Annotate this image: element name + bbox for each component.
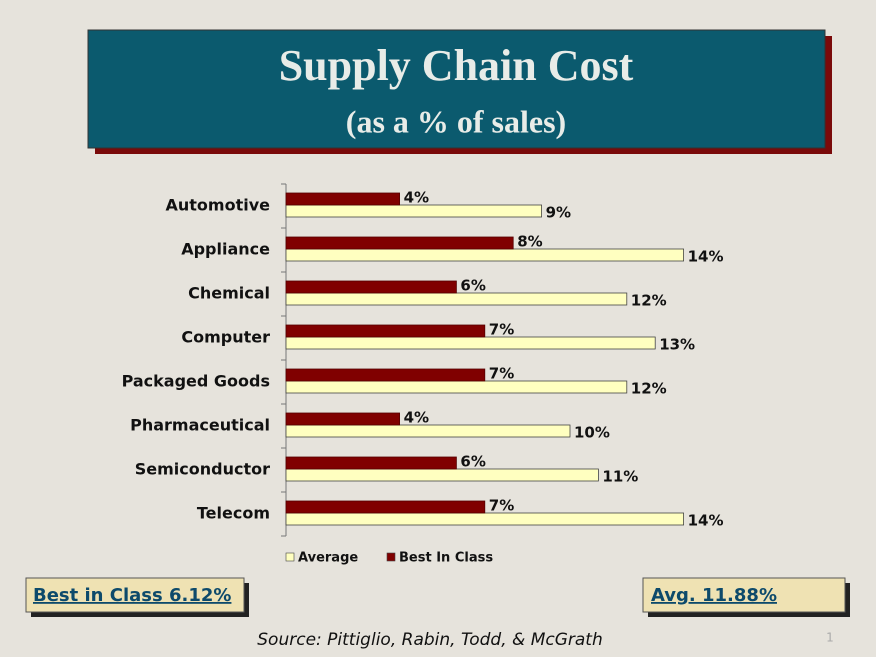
value-label: 14% [688, 248, 724, 266]
value-label: 11% [602, 468, 638, 486]
value-label: 12% [631, 292, 667, 310]
bar [285, 236, 514, 250]
legend-label: Best In Class [399, 551, 493, 566]
category-label: Automotive [166, 196, 271, 215]
bar [285, 292, 628, 306]
value-label: 7% [489, 497, 514, 515]
category-label: Packaged Goods [122, 372, 270, 391]
legend-label: Average [298, 551, 358, 566]
value-label: 10% [574, 424, 610, 442]
bar [285, 468, 599, 482]
bar [285, 324, 486, 338]
category-label: Computer [181, 328, 270, 347]
chart-title: Supply Chain Cost [279, 41, 634, 90]
category-label: Telecom [197, 504, 270, 523]
category-label: Pharmaceutical [130, 416, 270, 435]
source: Source: Pittiglio, Rabin, Todd, & McGrat… [257, 630, 602, 650]
legend-swatch [285, 552, 295, 562]
value-label: 12% [631, 380, 667, 398]
bar [285, 192, 400, 206]
legend-swatch [386, 552, 396, 562]
bar [285, 512, 685, 526]
bar [285, 280, 457, 294]
value-label: 8% [517, 233, 542, 251]
note-box [25, 577, 245, 613]
category-label: Chemical [188, 284, 270, 303]
category-label: Appliance [181, 240, 270, 259]
value-label: 4% [404, 409, 429, 427]
value-label: 6% [460, 453, 485, 471]
bar [285, 204, 543, 218]
bar [285, 368, 486, 382]
value-label: 7% [489, 365, 514, 383]
value-label: 7% [489, 321, 514, 339]
value-label: 6% [460, 277, 485, 295]
bar [285, 380, 628, 394]
bar [285, 500, 486, 514]
bar [285, 456, 457, 470]
bar [285, 248, 685, 262]
value-label: 14% [688, 512, 724, 530]
value-label: 4% [404, 189, 429, 207]
bar [285, 336, 656, 350]
value-label: 13% [659, 336, 695, 354]
title-box [87, 29, 826, 149]
annotation: Best in Class 6.12% [33, 585, 231, 606]
bar [285, 412, 400, 426]
value-label: 9% [546, 204, 571, 222]
note-box [642, 577, 846, 613]
annotation: Avg. 11.88% [651, 585, 777, 606]
chart-subtitle: (as a % of sales) [346, 103, 566, 139]
slide-number: 1 [826, 631, 834, 645]
category-label: Semiconductor [135, 460, 270, 479]
bar [285, 424, 571, 438]
